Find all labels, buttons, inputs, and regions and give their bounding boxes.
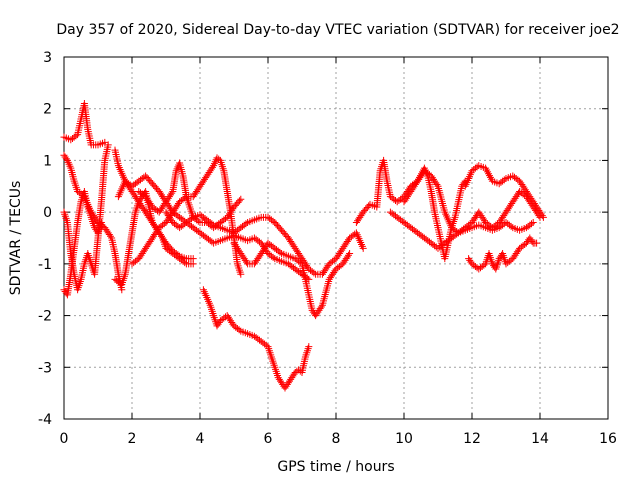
series-track-11 [199, 286, 313, 392]
series-track-16 [465, 234, 541, 273]
chart-title: Day 357 of 2020, Sidereal Day-to-day VTE… [56, 22, 619, 38]
data-point [296, 259, 304, 267]
data-point [189, 255, 197, 263]
data-point [539, 213, 547, 221]
data-point [208, 220, 216, 228]
data-point [242, 258, 250, 266]
series-track-17 [461, 162, 547, 221]
data-point [208, 163, 216, 171]
x-tick-label: 8 [332, 431, 341, 447]
data-point [529, 218, 537, 226]
data-point [62, 155, 70, 163]
x-tick-label: 2 [128, 431, 137, 447]
x-tick-label: 0 [60, 431, 69, 447]
data-point [235, 197, 243, 205]
data-point [237, 195, 245, 203]
series-track-7 [111, 146, 197, 263]
x-tick-label: 6 [264, 431, 273, 447]
x-tick-label: 14 [531, 431, 549, 447]
x-tick-label: 16 [599, 431, 617, 447]
data-point [538, 212, 546, 220]
data-point [269, 253, 277, 261]
y-tick-label: 2 [43, 102, 52, 118]
data-point [412, 179, 420, 187]
data-point [359, 244, 367, 252]
data-point [317, 303, 325, 311]
data-point [235, 326, 243, 334]
series-track-9 [135, 159, 245, 232]
y-tick-label: -1 [38, 257, 52, 273]
data-point [242, 220, 250, 228]
y-tick-label: 0 [43, 205, 52, 221]
data-point [305, 343, 313, 351]
x-tick-label: 12 [463, 431, 481, 447]
series-track-13 [352, 156, 544, 237]
series-track-4 [60, 187, 105, 299]
x-tick-label: 10 [395, 431, 413, 447]
series-track-15 [386, 208, 537, 252]
x-axis-label: GPS time / hours [277, 459, 394, 475]
data-point [174, 251, 182, 259]
y-axis-ticks: -4 -3 -2 -1 0 1 2 3 [38, 50, 608, 428]
data-point [72, 132, 80, 140]
data-point [237, 270, 245, 278]
x-axis-ticks: 0 2 4 6 8 10 12 14 16 [60, 57, 617, 447]
x-tick-label: 4 [196, 431, 205, 447]
data-point [500, 176, 508, 184]
y-tick-label: -4 [38, 412, 52, 428]
data-point [346, 250, 354, 258]
y-tick-label: -3 [38, 360, 52, 376]
series-track-1 [60, 100, 109, 149]
y-tick-label: 3 [43, 50, 52, 66]
data-point [188, 215, 195, 223]
data-point [507, 222, 515, 230]
data-point [168, 189, 176, 197]
series-track-10 [162, 208, 367, 278]
series-track-12 [230, 239, 354, 320]
data-series [60, 100, 547, 392]
data-point [269, 217, 277, 225]
data-point [433, 181, 441, 189]
y-axis-label: SDTVAR / TECUs [8, 181, 24, 296]
y-tick-label: 1 [43, 153, 52, 169]
data-point [533, 239, 541, 247]
data-point [276, 248, 284, 256]
data-point [528, 220, 535, 228]
data-point [365, 202, 373, 210]
data-point [344, 251, 352, 259]
data-point [453, 230, 461, 238]
data-point [181, 259, 189, 267]
data-point [167, 245, 175, 253]
data-point [194, 217, 202, 225]
data-point [97, 218, 105, 226]
data-point [310, 269, 318, 277]
data-point [104, 141, 112, 149]
y-tick-label: -2 [38, 309, 52, 325]
data-point [106, 232, 114, 240]
